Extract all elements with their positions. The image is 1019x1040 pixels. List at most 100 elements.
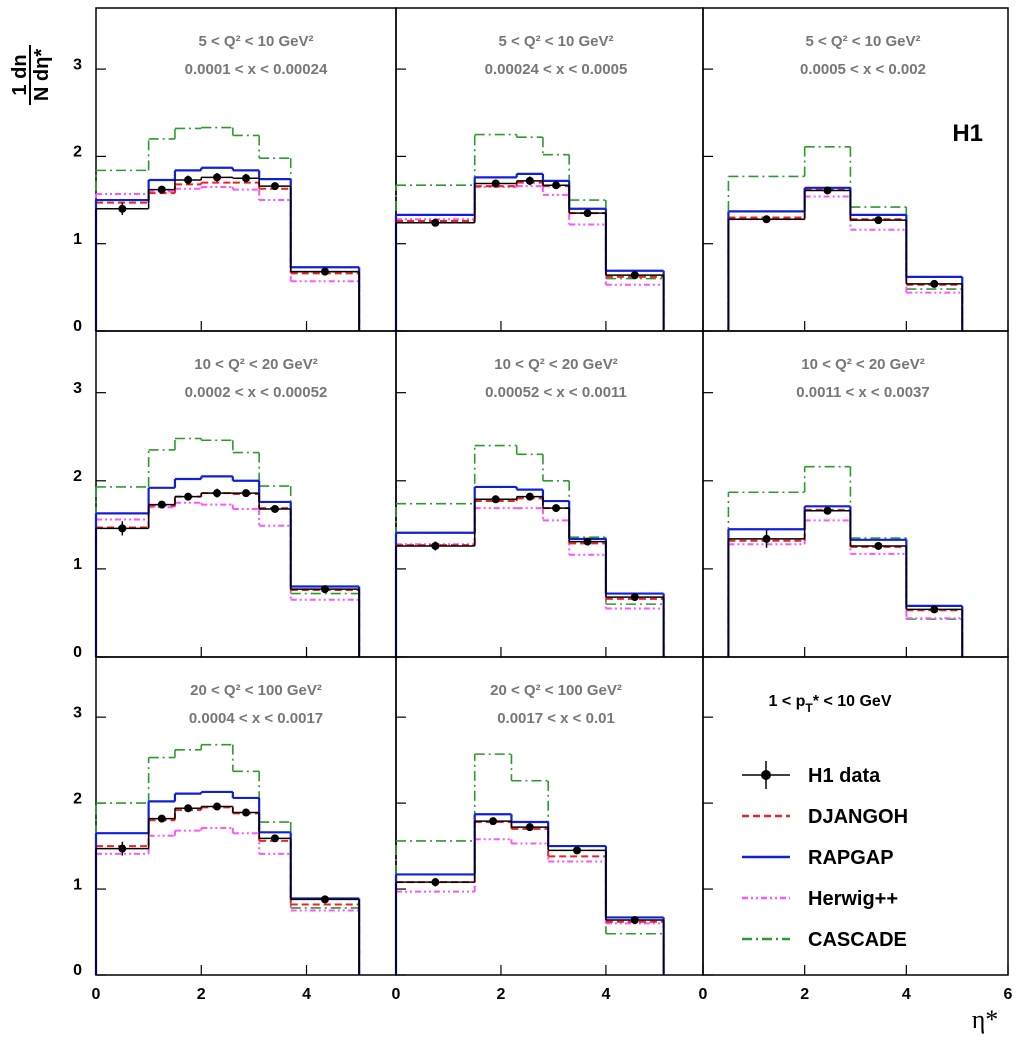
data-point bbox=[762, 534, 771, 543]
x-tick-label: 6 bbox=[1004, 986, 1013, 1003]
y-tick-label: 2 bbox=[73, 790, 82, 807]
data-point bbox=[242, 174, 250, 183]
data-point bbox=[320, 585, 329, 594]
x-tick-label: 2 bbox=[497, 986, 506, 1003]
panel-subtitle: 0.0011 < x < 0.0037 bbox=[796, 384, 929, 401]
y-tick-label: 2 bbox=[73, 468, 82, 485]
y-label-denominator: N dη* bbox=[31, 49, 53, 101]
panel-title: 10 < Q² < 20 GeV² bbox=[194, 356, 317, 373]
panel-frame bbox=[395, 7, 704, 332]
data-point bbox=[242, 489, 250, 498]
x-axis-label: η* bbox=[972, 1005, 999, 1034]
panel-title: 20 < Q² < 100 GeV² bbox=[190, 682, 322, 699]
data-point bbox=[552, 181, 561, 190]
panel-subtitle: 0.0001 < x < 0.00024 bbox=[185, 61, 328, 78]
data-point bbox=[184, 175, 193, 184]
panel-title: 10 < Q² < 20 GeV² bbox=[494, 356, 617, 373]
data-point bbox=[525, 492, 534, 501]
panel-frame bbox=[395, 656, 704, 976]
panel-frame bbox=[395, 330, 704, 658]
panel-subtitle: 0.00024 < x < 0.0005 bbox=[485, 61, 628, 78]
data-point bbox=[184, 492, 193, 501]
data-point bbox=[118, 204, 127, 213]
data-point bbox=[184, 804, 193, 813]
y-tick-label: 0 bbox=[73, 644, 82, 661]
data-point bbox=[270, 834, 279, 843]
x-tick-label: 0 bbox=[92, 986, 101, 1003]
data-point bbox=[630, 271, 639, 280]
data-point bbox=[630, 593, 639, 602]
data-point bbox=[157, 814, 166, 823]
x-tick-label: 2 bbox=[800, 986, 809, 1003]
cut-text: * < 10 GeV bbox=[813, 693, 892, 710]
panel-title: 5 < Q² < 10 GeV² bbox=[198, 33, 313, 50]
data-point bbox=[431, 878, 440, 887]
panel-title: 5 < Q² < 10 GeV² bbox=[805, 33, 920, 50]
x-tick-label: 0 bbox=[699, 986, 708, 1003]
y-label-numerator: 1 dn bbox=[9, 54, 31, 95]
cut-text: 1 < p bbox=[769, 693, 806, 710]
panel-subtitle: 0.0004 < x < 0.0017 bbox=[189, 710, 323, 727]
panel-frame bbox=[702, 656, 1009, 976]
panel-subtitle: 0.0005 < x < 0.002 bbox=[800, 61, 926, 78]
data-point bbox=[157, 500, 166, 509]
y-tick-label: 3 bbox=[73, 704, 82, 721]
data-point bbox=[489, 817, 498, 826]
cut-subscript: T bbox=[805, 701, 813, 715]
y-tick-label: 1 bbox=[73, 876, 82, 893]
data-point bbox=[213, 802, 222, 811]
legend-label: H1 data bbox=[808, 765, 881, 787]
experiment-label: H1 bbox=[952, 120, 983, 147]
data-point bbox=[573, 846, 582, 855]
y-tick-label: 2 bbox=[73, 144, 82, 161]
legend-label: DJANGOH bbox=[808, 806, 908, 828]
y-tick-label: 3 bbox=[73, 56, 82, 73]
y-tick-label: 1 bbox=[73, 231, 82, 248]
panel-subtitle: 0.0002 < x < 0.00052 bbox=[185, 384, 328, 401]
data-point bbox=[431, 541, 440, 550]
data-point bbox=[213, 173, 222, 182]
y-tick-label: 0 bbox=[73, 318, 82, 335]
data-point bbox=[630, 915, 639, 924]
data-point bbox=[270, 182, 279, 191]
panel-title: 5 < Q² < 10 GeV² bbox=[498, 33, 613, 50]
y-axis-label: 1 dn N dη* bbox=[9, 45, 53, 105]
legend-swatch-point bbox=[761, 770, 771, 780]
data-point bbox=[213, 489, 222, 498]
data-point bbox=[930, 605, 939, 614]
data-point bbox=[874, 541, 883, 550]
data-point bbox=[491, 179, 500, 188]
data-point bbox=[762, 215, 771, 224]
data-point bbox=[320, 895, 329, 904]
y-tick-label: 0 bbox=[73, 962, 82, 979]
data-point bbox=[583, 209, 592, 218]
y-tick-label: 3 bbox=[73, 380, 82, 397]
data-point bbox=[270, 504, 279, 513]
data-point bbox=[431, 218, 440, 227]
panel-subtitle: 0.0017 < x < 0.01 bbox=[497, 710, 615, 727]
y-tick-label: 1 bbox=[73, 556, 82, 573]
data-point bbox=[525, 823, 534, 832]
data-point bbox=[118, 844, 127, 853]
data-point bbox=[583, 537, 592, 546]
legend-label: Herwig++ bbox=[808, 888, 898, 910]
data-point bbox=[525, 176, 534, 185]
panel-title: 20 < Q² < 100 GeV² bbox=[490, 682, 622, 699]
data-point bbox=[242, 808, 250, 817]
legend-label: RAPGAP bbox=[808, 847, 894, 869]
panel-subtitle: 0.00052 < x < 0.0011 bbox=[485, 384, 627, 401]
data-point bbox=[552, 504, 561, 513]
x-tick-label: 4 bbox=[302, 986, 311, 1003]
data-point bbox=[874, 216, 883, 225]
data-point bbox=[491, 495, 500, 504]
data-point bbox=[823, 186, 832, 195]
x-tick-label: 4 bbox=[902, 986, 911, 1003]
cut-label: 1 < pT* < 10 GeV bbox=[769, 693, 892, 715]
data-point bbox=[930, 279, 939, 288]
legend-label: CASCADE bbox=[808, 929, 907, 951]
panel-title: 10 < Q² < 20 GeV² bbox=[801, 356, 924, 373]
x-tick-label: 0 bbox=[392, 986, 401, 1003]
data-point bbox=[157, 185, 166, 194]
x-tick-label: 4 bbox=[601, 986, 610, 1003]
